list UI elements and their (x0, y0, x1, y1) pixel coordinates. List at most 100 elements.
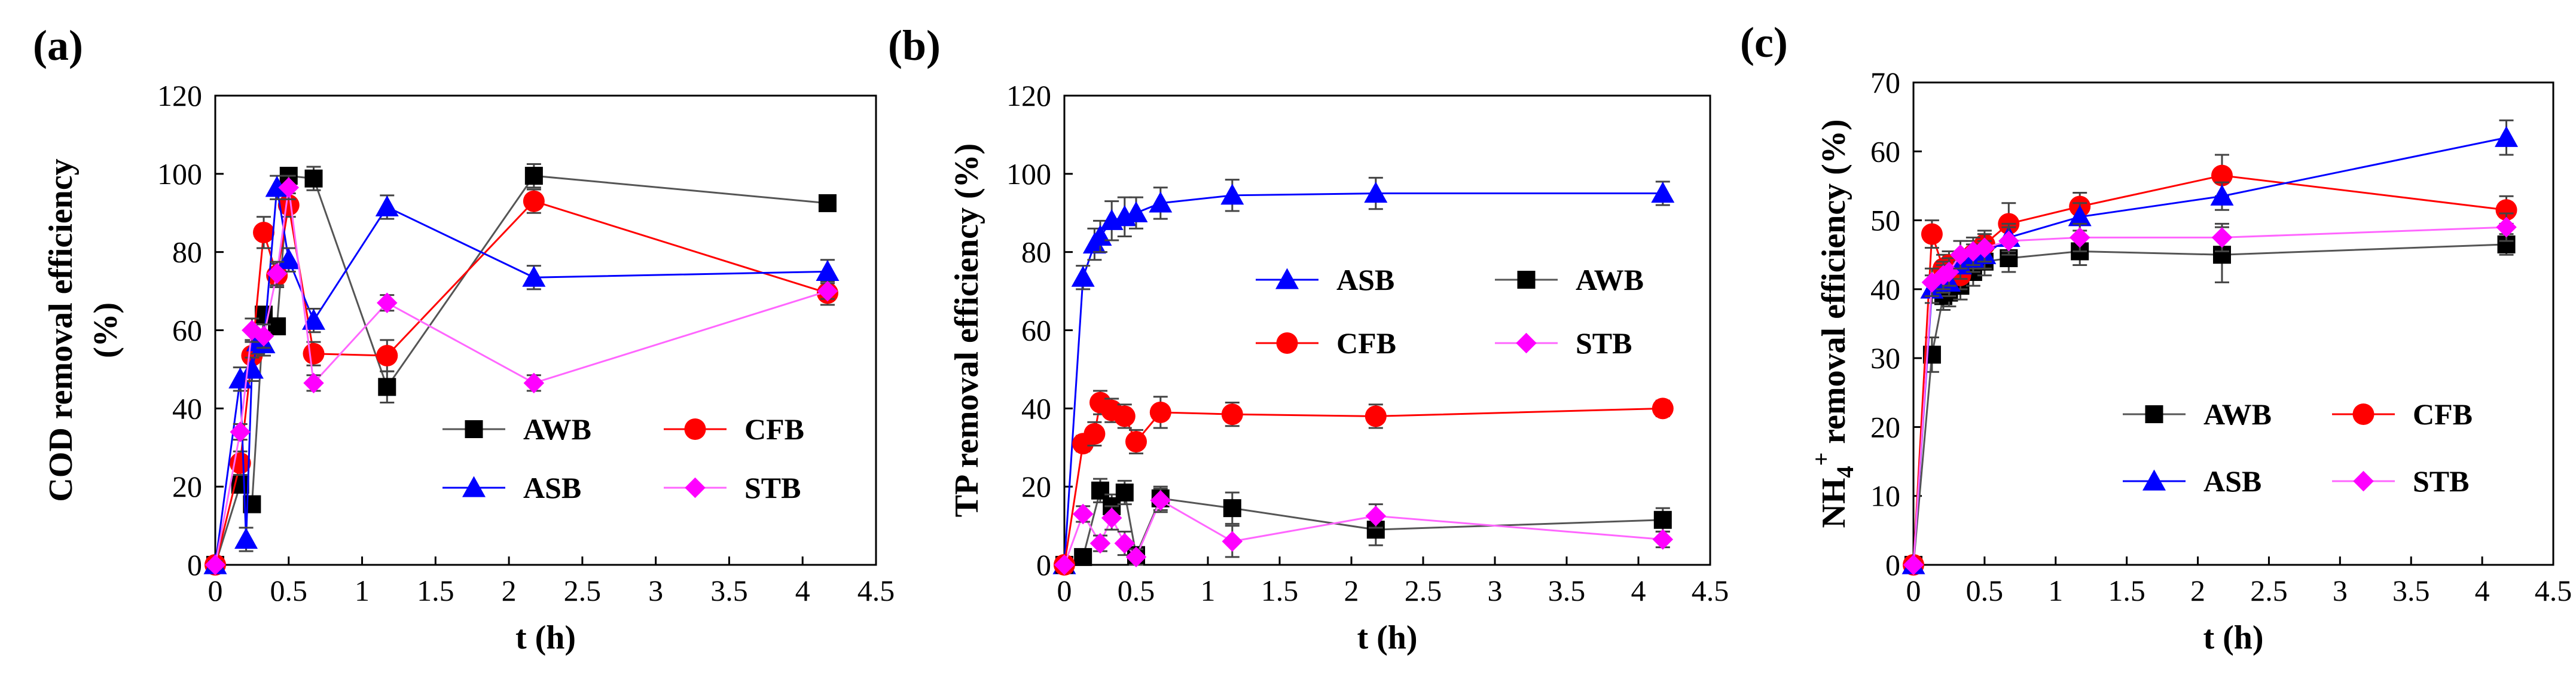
data-point (1083, 423, 1106, 445)
series-awb (206, 163, 837, 574)
legend-swatch-marker (685, 477, 706, 498)
x-tick-label: 0 (208, 574, 223, 607)
y-axis-title: TP removal efficiency (%) (948, 143, 985, 518)
x-tick-label: 3 (2333, 574, 2348, 607)
data-point (375, 195, 399, 217)
data-point (303, 342, 325, 365)
y-tick-label: 0 (1885, 548, 1900, 582)
legend-label: STB (1576, 326, 1632, 360)
x-tick-label: 1.5 (417, 574, 454, 607)
legend-label: STB (2413, 464, 2470, 498)
y-tick-label: 40 (172, 392, 202, 425)
data-point (2211, 164, 2233, 186)
legend-entry: CFB (1256, 326, 1396, 360)
legend-swatch-marker (1516, 332, 1537, 354)
data-point (1365, 505, 1387, 527)
x-tick-label: 1 (1201, 574, 1216, 607)
y-tick-label: 20 (172, 470, 202, 503)
series-line (214, 175, 828, 565)
x-tick-label: 0 (1906, 574, 1921, 607)
y-tick-label: 50 (1870, 204, 1900, 237)
x-tick-label: 1 (2048, 574, 2063, 607)
y-tick-label: 0 (187, 548, 202, 582)
series-line (1912, 226, 2507, 565)
legend-swatch-marker (1275, 268, 1299, 289)
series-line (214, 200, 828, 565)
y-tick-label: 40 (1870, 273, 1900, 306)
data-point (1651, 182, 1675, 203)
x-tick-label: 3.5 (1548, 574, 1586, 607)
data-point (230, 421, 251, 442)
legend-entry: AWB (442, 412, 591, 446)
y-title-subscript: 4 (1832, 466, 1858, 478)
legend-swatch-marker (462, 476, 486, 497)
data-point (1101, 507, 1122, 528)
x-tick-label: 4 (795, 574, 810, 607)
data-point (1365, 405, 1387, 427)
series-line (214, 187, 828, 565)
data-point (1223, 499, 1241, 518)
x-axis: 0 0.5 1 1.5 2 2.5 3 3.5 4 4.5 t (h) (208, 556, 895, 656)
legend-swatch-marker (1517, 271, 1536, 289)
series-asb (1902, 119, 2519, 574)
series-stb (1903, 212, 2517, 576)
y-title-part: NH (1815, 478, 1852, 528)
series-line (1912, 175, 2507, 565)
legend-label: ASB (2203, 464, 2261, 498)
x-tick-label: 3 (1488, 574, 1503, 607)
chart-panel-1: (b) 0 0.5 1 1.5 2 2.5 3 3.5 4 4.5 t (h) 0 20 40 60 80 100… (888, 22, 1729, 656)
data-point (266, 263, 288, 284)
legend-entry: STB (2332, 464, 2470, 498)
series-line (214, 187, 828, 565)
panel-label: (c) (1740, 19, 1788, 66)
data-point (1072, 503, 1094, 525)
panel-label: (b) (888, 22, 941, 69)
data-point (1998, 230, 2019, 252)
y-tick-label: 100 (1006, 157, 1051, 191)
x-tick-label: 2 (502, 574, 517, 607)
y-tick-label: 60 (172, 314, 202, 347)
data-point (2495, 126, 2519, 147)
legend-label: ASB (523, 471, 581, 504)
legend-label: CFB (744, 412, 804, 446)
series-cfb (1054, 390, 1674, 576)
x-tick-label: 1.5 (1261, 574, 1299, 607)
data-point (376, 345, 398, 367)
data-point (1054, 554, 1075, 576)
data-point (1124, 201, 1148, 222)
data-point (1149, 191, 1173, 213)
legend-entry: STB (1495, 326, 1632, 360)
x-tick-label: 0.5 (270, 574, 308, 607)
data-point (278, 177, 300, 198)
plot-frame (1912, 81, 2554, 566)
data-point (1921, 223, 1943, 245)
legend: AWB CFB ASB STB (2123, 397, 2473, 498)
x-tick-label: 2 (2190, 574, 2205, 607)
chart-panel-0: (a) 0 0.5 1 1.5 2 2.5 3 3.5 4 4.5 t (h) 0 20 40 60 80 100… (33, 22, 895, 656)
data-point (523, 190, 545, 212)
series-asb (203, 175, 840, 574)
x-tick-label: 0.5 (1966, 574, 2004, 607)
data-point (1652, 397, 1674, 420)
data-point (378, 378, 396, 396)
data-point (1149, 401, 1171, 423)
data-point (302, 308, 326, 330)
x-tick-label: 3.5 (2392, 574, 2430, 607)
data-point (1221, 403, 1243, 426)
legend-entry: ASB (2123, 464, 2261, 498)
x-tick-label: 2.5 (1405, 574, 1442, 607)
data-point (1125, 430, 1147, 452)
legend-swatch-marker (465, 420, 483, 438)
legend-label: CFB (1336, 326, 1396, 360)
y-tick-label: 40 (1021, 392, 1051, 425)
y-tick-label: 80 (172, 236, 202, 269)
data-point (1113, 405, 1136, 427)
data-point (304, 169, 323, 188)
legend-label: CFB (2413, 397, 2473, 431)
chart-panel-2: (c) 0 0.5 1 1.5 2 2.5 3 3.5 4 4.5 t (h) 0 10 20 30 40 50 6… (1740, 19, 2572, 656)
series-awb (1055, 478, 1672, 574)
data-point (524, 167, 543, 185)
legend-label: AWB (2203, 397, 2272, 431)
legend-swatch-marker (2353, 470, 2374, 492)
